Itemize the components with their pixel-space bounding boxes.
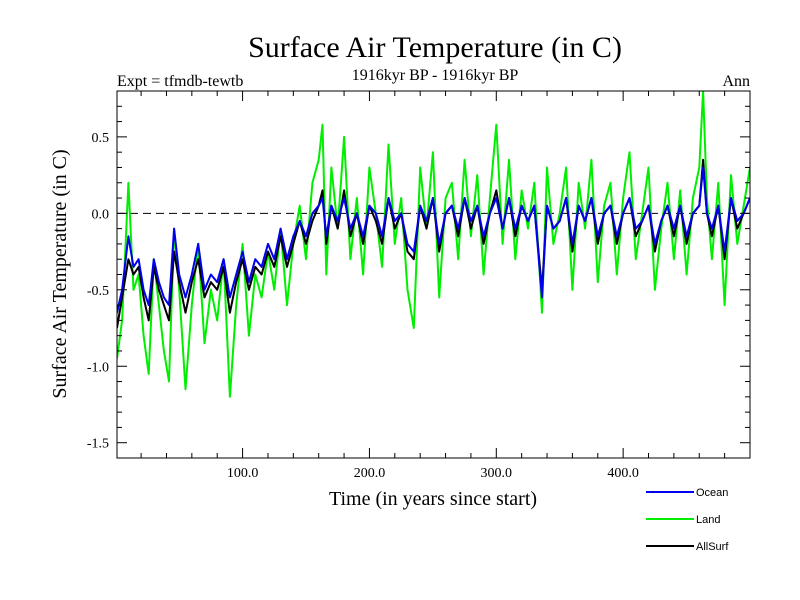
series-line-ocean [117,166,750,313]
x-axis-ticks: 100.0 200.0 300.0 400.0 [140,91,751,481]
legend-label-ocean: Ocean [696,487,728,499]
chart-title: Surface Air Temperature (in C) [248,31,622,64]
y-axis-label: Surface Air Temperature (in C) [49,149,71,398]
y-tick-label: -1.5 [87,437,109,452]
y-tick-label: 0.0 [92,207,110,222]
y-tick-label: 0.5 [92,131,110,146]
y-tick-label: -1.0 [87,360,109,375]
series-group [117,91,750,398]
season-label: Ann [722,73,750,90]
x-tick-label: 400.0 [607,466,639,481]
y-axis-ticks: -1.5 -1.0 -0.5 0.0 0.5 [87,90,750,459]
legend-label-allsurf: AllSurf [696,541,729,553]
x-axis-label: Time (in years since start) [329,488,537,510]
experiment-label: Expt = tfmdb-tewtb [117,73,243,90]
y-tick-label: -0.5 [87,284,109,299]
legend-label-land: Land [696,514,720,526]
plot-area: 100.0 200.0 300.0 400.0 -1.5 -1.0 -0.5 0.0 0.5 [87,90,751,481]
x-tick-label: 100.0 [227,466,259,481]
chart-subtitle: 1916kyr BP - 1916kyr BP [352,67,519,84]
plot-frame [116,90,751,459]
x-tick-label: 200.0 [354,466,386,481]
x-tick-label: 300.0 [481,466,513,481]
legend: Ocean Land AllSurf [646,487,729,553]
